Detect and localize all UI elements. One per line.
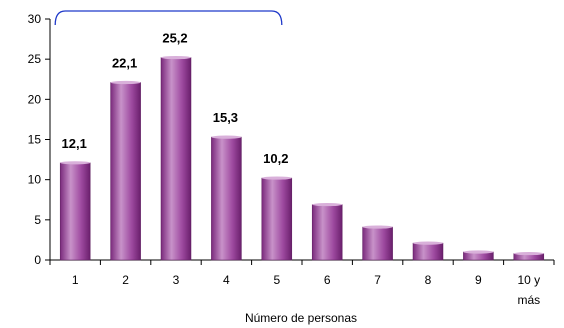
data-label: 12,1 [62, 136, 87, 151]
y-tick-label: 0 [34, 253, 41, 267]
x-tick-label: 9 [475, 273, 482, 287]
bar [160, 57, 192, 261]
y-tick-label: 20 [28, 92, 42, 106]
y-tick-label: 25 [28, 52, 42, 66]
x-tick-label: 6 [324, 273, 331, 287]
bar [261, 177, 293, 261]
bracket-layer [54, 10, 283, 26]
bar-cap [161, 55, 191, 60]
x-tick-label: 10 y [517, 273, 540, 287]
x-tick-label: más [517, 293, 540, 307]
bar-cap [110, 80, 141, 85]
y-tick-label: 10 [28, 173, 42, 187]
x-tick-label: 1 [72, 273, 79, 287]
bar-cap [463, 250, 494, 254]
bar [110, 82, 141, 261]
bars [59, 55, 545, 261]
x-tick-label: 7 [374, 273, 381, 287]
bar [311, 204, 343, 261]
bar-cap [312, 202, 343, 207]
bracket [54, 10, 283, 26]
data-label: 15,3 [213, 110, 238, 125]
y-tick-label: 5 [34, 213, 41, 227]
bar-cap [60, 161, 91, 165]
x-axis-title: Número de personas [245, 311, 357, 325]
x-tick-label: 5 [273, 273, 280, 287]
data-label: 25,2 [162, 31, 187, 46]
bar-cap [362, 225, 393, 229]
x-tick-label: 8 [425, 273, 432, 287]
bar [211, 136, 242, 261]
bar-cap [513, 251, 544, 256]
bar [59, 162, 91, 261]
data-label: 10,2 [263, 151, 288, 166]
bar-cap [211, 135, 242, 139]
x-tick-label: 3 [173, 273, 180, 287]
data-label: 22,1 [112, 55, 137, 70]
x-tick-label: 2 [122, 273, 129, 287]
data-labels: 12,1 22,1 25,2 15,3 10,2 [62, 31, 289, 166]
bar-cap [261, 176, 292, 180]
y-tick-label: 15 [28, 133, 42, 147]
bar [412, 242, 444, 261]
bar [362, 226, 393, 261]
bar-cap [413, 241, 443, 245]
y-tick-label: 30 [28, 12, 42, 26]
axes: 0 5 10 15 20 25 30 1 2 3 4 5 6 7 8 9 10 y más [28, 12, 555, 307]
x-tick-label: 4 [223, 273, 230, 287]
